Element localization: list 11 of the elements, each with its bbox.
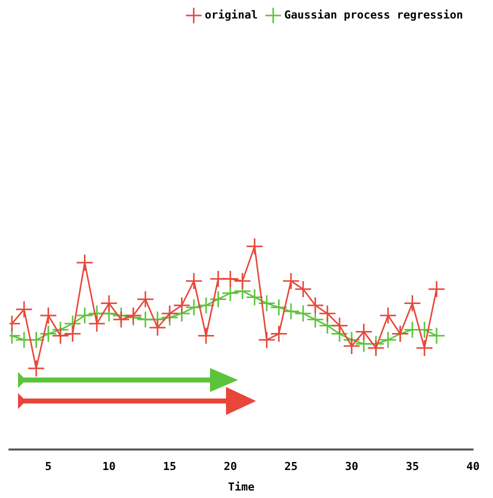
legend-label: original bbox=[204, 8, 258, 22]
x-tick-label: 25 bbox=[284, 460, 298, 474]
legend-label: Gaussian process regression bbox=[284, 8, 464, 22]
x-tick-label: 5 bbox=[45, 460, 52, 474]
x-tick-label: 30 bbox=[345, 460, 358, 474]
x-tick-label: 35 bbox=[406, 460, 419, 474]
x-tick-label: 15 bbox=[163, 460, 176, 474]
x-axis-title: Time bbox=[228, 480, 255, 494]
x-tick-label: 10 bbox=[102, 460, 116, 474]
x-tick-label: 40 bbox=[466, 460, 480, 474]
x-tick-label: 20 bbox=[224, 460, 237, 474]
